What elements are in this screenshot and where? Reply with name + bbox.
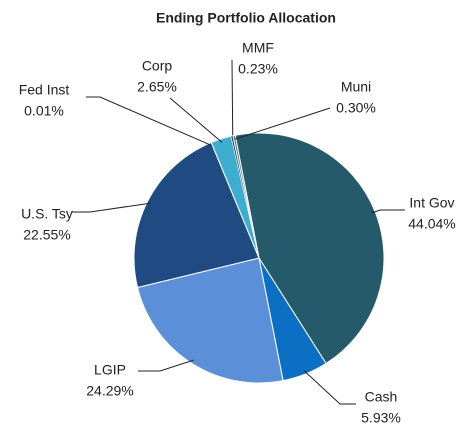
slice-label: LGIP [94,362,126,378]
leader-line [234,107,331,140]
slice-label: Cash [365,389,398,405]
slice-value-label: 0.23% [238,61,278,77]
slice-label: U.S. Tsy [21,206,73,222]
slice-label: Fed Inst [19,82,70,98]
chart-title: Ending Portfolio Allocation [156,10,336,26]
slice-label: Int Gov [409,195,454,211]
slice-label: MMF [242,40,274,56]
pie-slice [232,134,260,259]
leader-line [86,96,213,147]
pie-slice [133,141,260,289]
leader-line [72,202,151,213]
leader-line [169,97,223,143]
slice-label: Muni [341,79,371,95]
leader-line [371,209,405,214]
slice-value-label: 24.29% [86,383,133,399]
slice-value-label: 0.30% [336,100,376,116]
slice-value-label: 0.01% [24,103,64,119]
slice-value-label: 5.93% [361,410,401,426]
slice-label: Corp [142,58,173,74]
pie-slice [136,257,284,384]
slice-value-label: 2.65% [137,79,177,95]
leader-line [303,370,356,405]
slice-value-label: 22.55% [23,227,70,243]
leader-line [231,59,234,140]
leader-line [138,359,194,372]
slice-value-label: 44.04% [408,216,455,232]
